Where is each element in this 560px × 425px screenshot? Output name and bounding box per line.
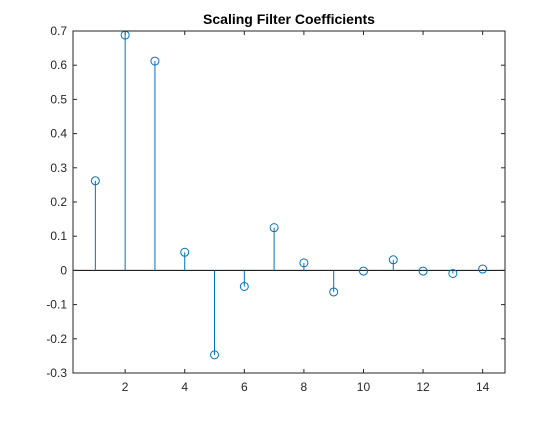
- x-tick-label: 8: [301, 380, 308, 394]
- y-tick-label: -0.2: [46, 332, 67, 346]
- y-tick-label: 0.2: [50, 195, 67, 209]
- x-tick-label: 10: [357, 380, 371, 394]
- stem-marker-13: [448, 268, 458, 278]
- x-tick-label: 6: [241, 380, 248, 394]
- y-tick-label: 0.6: [50, 58, 67, 72]
- stem-marker-4: [180, 247, 190, 257]
- stem-marker-10: [358, 266, 368, 276]
- y-tick-label: 0.1: [50, 229, 67, 243]
- stem-marker-3: [150, 56, 160, 66]
- chart-title: Scaling Filter Coefficients: [203, 11, 375, 27]
- stem-marker-14: [478, 264, 488, 274]
- plot-area: [73, 31, 505, 373]
- y-tick-label: 0.3: [50, 161, 67, 175]
- stem-marker-12: [418, 266, 428, 276]
- stem-marker-9: [329, 287, 339, 297]
- stem-marker-5: [210, 350, 220, 360]
- x-tick-label: 14: [476, 380, 490, 394]
- stem-marker-6: [239, 281, 249, 291]
- stem-marker-7: [269, 223, 279, 233]
- x-tick-label: 2: [122, 380, 129, 394]
- y-tick-label: -0.3: [46, 366, 67, 380]
- stem-marker-1: [90, 176, 100, 186]
- y-tick-label: 0.7: [50, 24, 67, 38]
- x-tick-label: 12: [416, 380, 430, 394]
- x-tick-label: 4: [181, 380, 188, 394]
- y-tick-label: 0.4: [50, 127, 67, 141]
- stem-marker-11: [388, 255, 398, 265]
- y-tick-label: -0.1: [46, 298, 67, 312]
- y-tick-label: 0.5: [50, 92, 67, 106]
- axes-layer: 2 4 6 8 10 12 14 -0.3 -0.2 -0.1 0 0.1 0.2 0.3 0.4 0.5 0.…: [46, 24, 506, 394]
- y-tick-label: 0: [60, 263, 67, 277]
- stem-marker-8: [299, 258, 309, 268]
